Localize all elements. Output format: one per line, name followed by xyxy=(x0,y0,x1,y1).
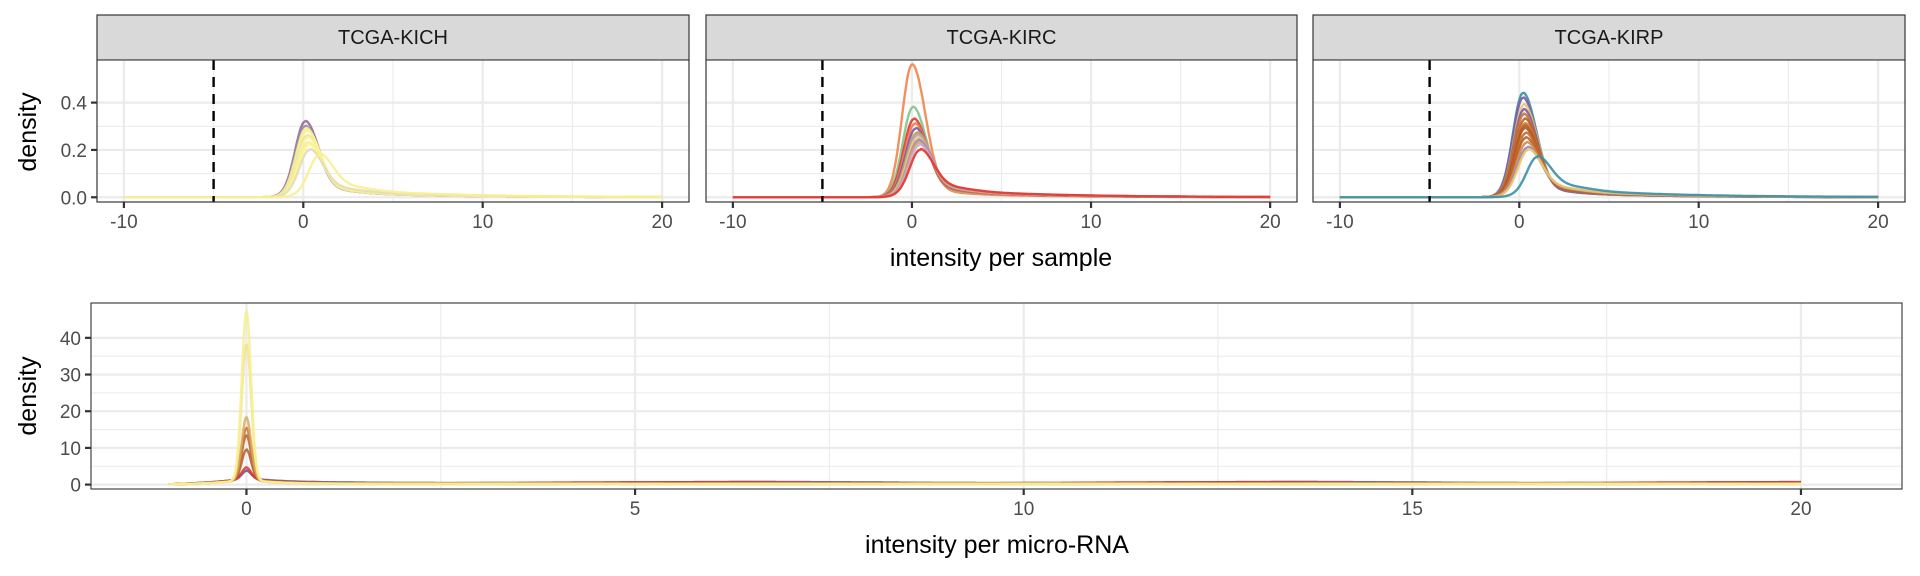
y-tick-label: 0.4 xyxy=(61,94,88,115)
panel-border xyxy=(90,302,1903,490)
x-tick-label: 10 xyxy=(1013,499,1034,520)
y-tick-label: 0.0 xyxy=(61,188,87,209)
y-tick-label: 10 xyxy=(60,439,81,460)
x-tick-label: 0 xyxy=(1514,212,1525,233)
facet-panel-kirc: TCGA-KIRC -10 0 10 20 xyxy=(705,14,1298,233)
facet-strip-label: TCGA-KIRC xyxy=(947,27,1057,49)
top-y-axis-title: density xyxy=(14,92,42,172)
x-tick-label: 20 xyxy=(652,212,673,233)
x-tick-label: -10 xyxy=(719,212,746,233)
x-tick-label: 10 xyxy=(472,212,493,233)
facet-strip-label: TCGA-KICH xyxy=(338,27,448,49)
y-tick-label: 30 xyxy=(60,366,81,387)
x-tick-label: 0 xyxy=(298,212,309,233)
facet-panel-kirp: TCGA-KIRP -10 0 10 20 xyxy=(1312,14,1906,233)
bottom-y-axis-title: density xyxy=(14,356,42,436)
x-tick-label: -10 xyxy=(110,212,137,233)
x-tick-label: 10 xyxy=(1080,212,1101,233)
x-tick-label: 20 xyxy=(1260,212,1281,233)
facet-border xyxy=(96,14,690,203)
y-tick-label: 40 xyxy=(60,329,81,350)
x-tick-label: 5 xyxy=(630,499,641,520)
facet-strip xyxy=(705,14,1298,61)
x-tick-label: -10 xyxy=(1326,212,1353,233)
x-tick-label: 20 xyxy=(1868,212,1889,233)
bottom-x-axis-title: intensity per micro-RNA xyxy=(865,531,1129,559)
y-tick-label: 0 xyxy=(70,476,81,497)
panel-background xyxy=(91,303,1902,489)
x-tick-label: 15 xyxy=(1402,499,1423,520)
facet-border xyxy=(1312,14,1906,203)
x-tick-label: 10 xyxy=(1688,212,1709,233)
top-x-axis-title: intensity per sample xyxy=(890,244,1112,272)
facet-panel-kich: TCGA-KICH -10 0 10 20 0.0 0.2 0.4 xyxy=(61,14,690,233)
facet-strip xyxy=(96,14,690,61)
x-tick-label: 0 xyxy=(907,212,918,233)
x-tick-label: 0 xyxy=(241,499,252,520)
density-curve-micro-RNA-1 xyxy=(168,310,1802,486)
facet-border xyxy=(705,14,1298,203)
y-tick-label: 0.2 xyxy=(61,141,87,162)
y-tick-label: 20 xyxy=(60,402,81,423)
facet-strip-label: TCGA-KIRP xyxy=(1555,27,1664,49)
x-tick-label: 20 xyxy=(1790,499,1811,520)
panel-micro-rna: 0 5 10 15 20 0 10 20 30 40 xyxy=(60,302,1903,520)
